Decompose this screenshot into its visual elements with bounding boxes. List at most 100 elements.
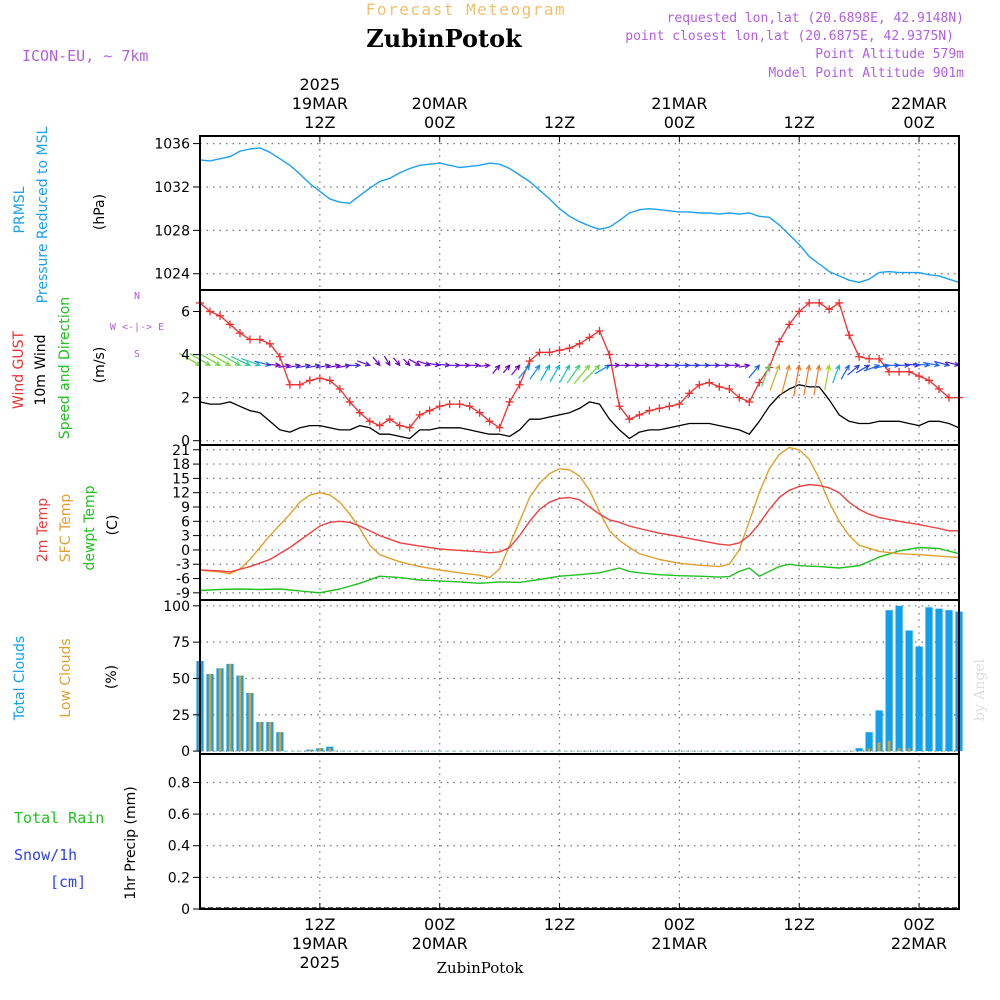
ytick-label: 0.2 (168, 870, 190, 886)
low-cloud-bar (228, 663, 232, 752)
wind-gust-marker (205, 307, 214, 316)
ytick-label: 21 (172, 443, 190, 459)
ytick-label: -9 (176, 586, 190, 602)
wind-gust-marker (355, 408, 364, 417)
wind-gust-marker (945, 393, 954, 402)
wind-gust-marker (375, 421, 384, 430)
location-title: ZubinPotok (366, 24, 523, 53)
wind-direction-arrow (824, 363, 832, 391)
time-label-top: 12Z (784, 113, 815, 132)
low-cloud-bar (877, 742, 881, 752)
time-label-bottom: 00Z (664, 915, 695, 934)
compass-north: N (134, 291, 140, 302)
ytick-label: 1036 (154, 137, 190, 153)
wind-gust-marker (215, 311, 224, 320)
ytick-label: 0 (181, 434, 190, 450)
wind-gust-marker (285, 380, 294, 389)
wind-direction-arrow (748, 364, 761, 379)
wind-gust-marker (535, 348, 544, 357)
temp-label-dew: dewpt Temp (82, 485, 98, 570)
total-cloud-bar (875, 710, 883, 752)
wind-gust-marker (935, 385, 944, 394)
ytick-label: 0 (181, 744, 190, 760)
snow-unit: [cm] (50, 873, 86, 891)
wind-direction-arrow (606, 362, 621, 369)
wind-direction-arrow (793, 363, 802, 397)
super-title: Forecast Meteogram (366, 0, 566, 19)
temp-label-2m: 2m Temp (35, 498, 51, 562)
wind-labels: Wind GUST 10m Wind Speed and Direction (… (11, 291, 164, 439)
point-altitude: Point Altitude 579m (815, 47, 964, 62)
closest-coords: point closest lon,lat (20.6875E, 42.9375… (625, 29, 954, 44)
ytick-label: 100 (163, 599, 190, 615)
time-label-top: 19MAR (292, 94, 348, 113)
watermark: by Angel (972, 658, 988, 721)
wind-gust-marker (695, 380, 704, 389)
total-cloud-bar (895, 605, 903, 752)
wind-direction-arrow (847, 364, 861, 376)
temp-label-sfc: SFC Temp (58, 494, 74, 563)
precip-unit: 1hr Precip (mm) (123, 786, 139, 899)
ytick-label: 0.6 (168, 807, 190, 823)
wind-gust-marker (485, 417, 494, 426)
wind-gust-marker (725, 385, 734, 394)
wind-gust-marker (405, 423, 414, 432)
ytick-label: 1028 (154, 223, 190, 239)
ytick-label: 9 (181, 500, 190, 516)
wind-direction-arrow (761, 364, 771, 387)
wind-gust-marker (835, 298, 844, 307)
pressure-label-prmsl: PRMSL (12, 186, 28, 233)
total-cloud-bar (885, 610, 893, 752)
low-cloud-bar (897, 748, 901, 752)
wind-gust-marker (325, 376, 334, 385)
wind-direction-arrow (426, 361, 442, 368)
compass-we: W <-|-> E (110, 322, 164, 333)
time-label-top: 00Z (664, 113, 695, 132)
rain-label: Total Rain (14, 809, 104, 827)
cloud-unit: (%) (104, 665, 120, 689)
ytick-label: 1032 (154, 180, 190, 196)
wind-gust-marker (655, 404, 664, 413)
wind-direction-arrow (402, 358, 411, 367)
wind-gust-marker (675, 400, 684, 409)
panel-frame (199, 135, 960, 291)
low-cloud-bar (318, 748, 322, 752)
wind-gust-marker (605, 350, 614, 359)
model-altitude: Model Point Altitude 901m (768, 66, 964, 81)
low-cloud-bar (887, 740, 891, 752)
wind-direction-arrow (372, 356, 381, 367)
frame-layer (199, 135, 960, 910)
low-cloud-bar (328, 748, 332, 752)
data-layer (178, 147, 963, 909)
wind-label-dir: Speed and Direction (57, 297, 73, 439)
time-label-top: 22MAR (891, 94, 947, 113)
total-cloud-bar (925, 607, 933, 752)
wind-gust-marker (715, 382, 724, 391)
wind-direction-arrow (356, 360, 372, 367)
pressure-line (199, 147, 960, 284)
ytick-label: 50 (172, 671, 190, 687)
low-cloud-bar (208, 674, 212, 752)
ytick-label: 3 (181, 529, 190, 545)
wind-direction-arrow (511, 364, 521, 376)
time-label-top: 00Z (424, 113, 455, 132)
wind-gust-marker (365, 417, 374, 426)
ytick-label: -6 (176, 572, 190, 588)
wind-gust-marker (545, 348, 554, 357)
wind-direction-arrow (855, 364, 871, 374)
low-cloud-bar (248, 693, 252, 752)
time-label-bottom: 00Z (903, 915, 934, 934)
sfc-temp-line (199, 446, 960, 579)
wind-gust-marker (575, 339, 584, 348)
wind-gust-marker (785, 320, 794, 329)
total-cloud-bar (905, 630, 913, 752)
axis-layer: 10241028103210360246-9-6-303691215182102… (154, 75, 947, 972)
total-cloud-bar (945, 610, 953, 752)
wind-gust-marker (665, 402, 674, 411)
wind-gust-marker (805, 298, 814, 307)
wind-gust-marker (735, 393, 744, 402)
wind-direction-arrow (267, 362, 282, 368)
wind-direction-arrow (345, 362, 362, 369)
wind-gust-marker (635, 410, 644, 419)
model-label: ICON-EU, ~ 7km (22, 47, 148, 65)
